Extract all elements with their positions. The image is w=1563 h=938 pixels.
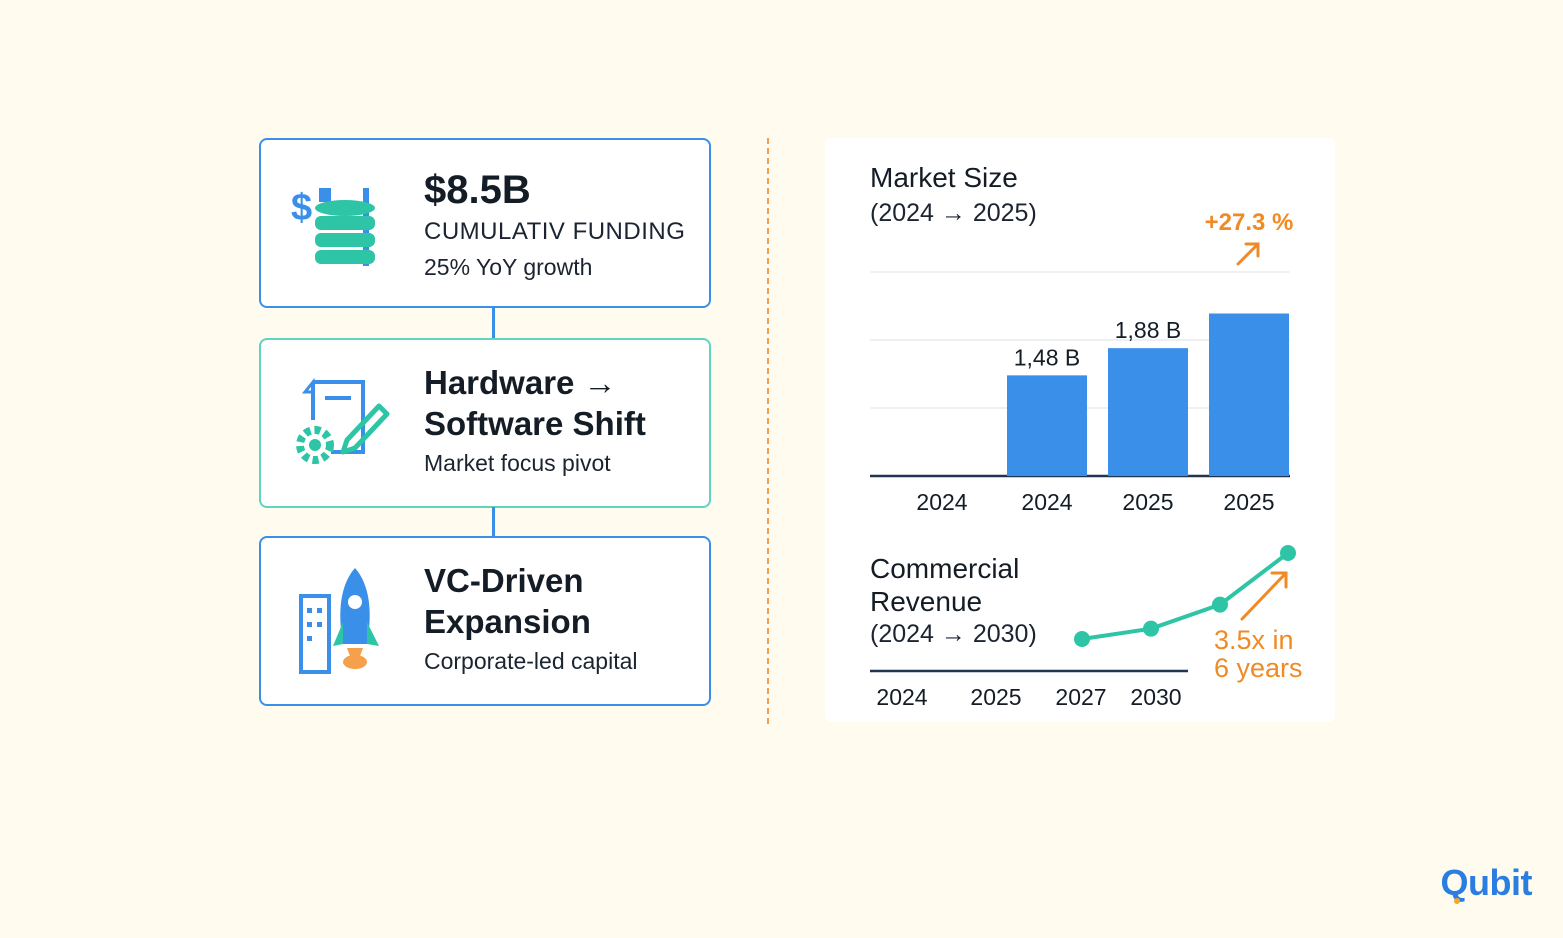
- revenue-line: [1081, 551, 1290, 641]
- connector-line: [492, 308, 495, 338]
- bar: [1209, 313, 1289, 476]
- funding-card: $ $8.5B CUMULATIV FUNDING 25% YoY growth: [259, 138, 711, 308]
- dashed-divider: [767, 138, 769, 724]
- bar: [1007, 375, 1087, 476]
- x-tick-label: 2024: [1021, 489, 1072, 515]
- growth-arrow: [1236, 242, 1260, 266]
- market-size-bar-chart: 2024 1,48 B 2024 1,88 B 2025 2025 +27.3 %: [870, 209, 1294, 515]
- market-size-subtitle: (2024 → 2025): [870, 199, 1037, 227]
- revenue-point: [1212, 596, 1228, 613]
- growth-annotation-line2: 6 years: [1214, 653, 1303, 683]
- shift-subtitle: Market focus pivot: [424, 450, 611, 476]
- x-tick-label: 2030: [1130, 684, 1181, 710]
- rocket-building-icon: [291, 568, 391, 678]
- money-database-icon: $: [291, 170, 391, 280]
- shift-title-line1: Hardware →: [424, 364, 617, 401]
- revenue-point: [1280, 545, 1296, 561]
- bar-data-label: 1,48 B: [1014, 344, 1081, 370]
- commercial-revenue-line-chart: 2024 2025 2027 2030 3.5x in6 years: [870, 545, 1303, 710]
- x-tick-label: 2025: [970, 684, 1021, 710]
- vc-title-line1: VC-Driven: [424, 562, 584, 599]
- market-size-title: Market Size: [870, 162, 1018, 193]
- revenue-title-line1: Commercial: [870, 553, 1020, 584]
- funding-amount: $8.5B: [424, 168, 531, 212]
- x-tick-label: 2024: [876, 684, 927, 710]
- svg-text:$: $: [291, 187, 312, 229]
- qubit-logo: Qubit: [1440, 862, 1533, 904]
- vc-subtitle: Corporate-led capital: [424, 648, 638, 674]
- revenue-title-line2: Revenue: [870, 586, 983, 617]
- connector-line: [492, 507, 495, 536]
- funding-growth: 25% YoY growth: [424, 254, 593, 280]
- growth-annotation: +27.3 %: [1205, 209, 1294, 236]
- x-tick-label: 2027: [1055, 684, 1106, 710]
- bar: [1108, 348, 1188, 476]
- revenue-point: [1143, 620, 1159, 637]
- document-gear-pen-icon: [291, 370, 391, 480]
- revenue-point: [1074, 631, 1090, 647]
- funding-caption: CUMULATIV FUNDING: [424, 218, 686, 245]
- vc-title-line2: Expansion: [424, 603, 591, 640]
- x-tick-label: 2024: [916, 489, 967, 515]
- shift-title-line2: Software Shift: [424, 405, 646, 442]
- growth-annotation-line1: 3.5x in: [1214, 625, 1294, 655]
- x-tick-label: 2025: [1122, 489, 1173, 515]
- x-tick-label: 2025: [1223, 489, 1274, 515]
- revenue-subtitle: (2024 → 2030): [870, 620, 1037, 648]
- bar-data-label: 1,88 B: [1115, 317, 1182, 343]
- software-shift-card: Hardware → Software Shift Market focus p…: [259, 338, 711, 508]
- growth-arrow: [1240, 571, 1288, 621]
- vc-expansion-card: VC-Driven Expansion Corporate-led capita…: [259, 536, 711, 706]
